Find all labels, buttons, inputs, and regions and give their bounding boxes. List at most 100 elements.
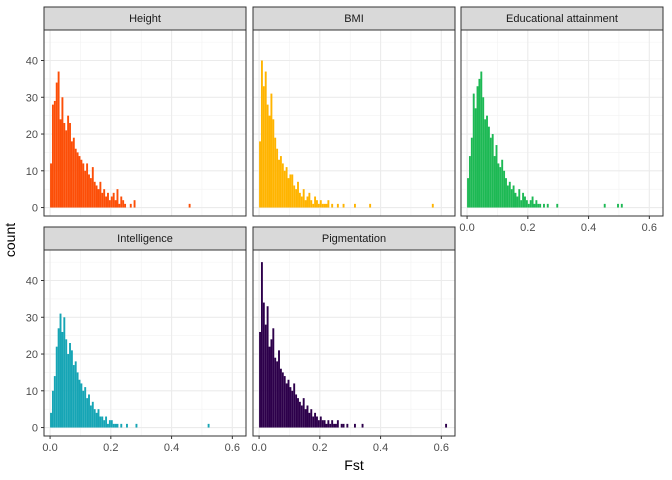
- histogram-bar: [361, 423, 364, 428]
- histogram-bar: [188, 203, 191, 208]
- histogram-bar: [65, 130, 68, 208]
- histogram-bar: [129, 203, 132, 208]
- x-tick-label: 0.6: [434, 442, 449, 454]
- histogram-bar: [336, 420, 339, 428]
- histogram-bar: [510, 189, 513, 208]
- histogram-bar: [80, 159, 83, 208]
- histogram-bar: [620, 203, 623, 208]
- histogram-bar: [472, 93, 475, 208]
- histogram-bar: [278, 350, 280, 428]
- histogram-bar: [520, 200, 523, 208]
- x-tick-label: 0.2: [520, 222, 535, 234]
- x-tick-label: 0.4: [373, 442, 388, 454]
- histogram-bar: [82, 390, 85, 428]
- histogram-bar: [317, 420, 320, 428]
- histogram-bar: [51, 104, 54, 208]
- histogram-bar: [535, 200, 538, 208]
- histogram-bar: [107, 423, 109, 428]
- x-tick-label: 0.0: [251, 442, 266, 454]
- histogram-bar: [304, 200, 307, 208]
- histogram-bar: [57, 328, 60, 428]
- histogram-bar: [287, 178, 290, 208]
- histogram-bar: [135, 423, 138, 428]
- histogram-bar: [512, 185, 515, 208]
- histogram-bar: [95, 412, 98, 428]
- histogram-bar: [327, 200, 330, 208]
- facet-panel: Educational attainment 0.0 0.2 0.4 0.6: [459, 6, 664, 234]
- histogram-bar: [93, 181, 96, 208]
- facet-strip-label: BMI: [344, 13, 364, 25]
- histogram-bar: [61, 97, 64, 208]
- histogram-bar: [112, 423, 115, 428]
- x-tick-label: 0.0: [42, 442, 57, 454]
- histogram-bar: [97, 409, 100, 428]
- histogram-bar: [333, 423, 336, 428]
- histogram-bar: [518, 189, 521, 208]
- histogram-bar: [514, 192, 517, 208]
- histogram-bar: [86, 163, 89, 208]
- histogram-bar: [126, 423, 128, 428]
- histogram-bar: [603, 203, 606, 208]
- histogram-bar: [302, 398, 305, 428]
- histogram-bar: [289, 387, 292, 428]
- histogram-bar: [107, 192, 109, 208]
- histogram-bar: [342, 203, 345, 208]
- histogram-bar: [308, 192, 311, 208]
- histogram-bar: [354, 203, 356, 208]
- histogram-bar: [497, 163, 500, 208]
- x-tick-label: 0.2: [103, 442, 118, 454]
- histogram-bar: [89, 405, 92, 428]
- histogram-bar: [527, 203, 530, 208]
- histogram-bar: [617, 203, 619, 208]
- histogram-bar: [291, 390, 294, 428]
- histogram-bar: [319, 200, 322, 208]
- facet-strip-label: Pigmentation: [322, 233, 386, 245]
- y-tick-label: 30: [26, 312, 38, 324]
- histogram-bar: [276, 148, 279, 208]
- y-tick-label: 40: [26, 276, 38, 288]
- histogram-bar: [274, 357, 277, 428]
- x-tick-label: 0.6: [225, 442, 240, 454]
- histogram-bar: [59, 119, 62, 208]
- histogram-bar: [283, 376, 286, 428]
- histogram-bar: [295, 394, 298, 428]
- histogram-bar: [262, 86, 265, 208]
- histogram-bar: [55, 82, 58, 208]
- histogram-bar: [300, 405, 303, 428]
- histogram-bar: [120, 196, 123, 208]
- histogram-bar: [480, 71, 483, 208]
- histogram-bar: [124, 203, 127, 208]
- histogram-bar: [323, 203, 326, 208]
- histogram-bar: [260, 60, 263, 208]
- histogram-bar: [308, 412, 311, 428]
- histogram-bar: [118, 203, 121, 208]
- histogram-bar: [76, 372, 79, 428]
- histogram-bar: [110, 196, 113, 208]
- histogram-bar: [279, 156, 282, 208]
- histogram-bar: [329, 423, 332, 428]
- histogram-bar: [259, 331, 261, 428]
- histogram-bar: [114, 200, 117, 208]
- histogram-bar: [80, 383, 83, 428]
- histogram-bar: [304, 409, 307, 428]
- histogram-bar: [287, 379, 290, 428]
- histogram-bar: [306, 405, 309, 428]
- histogram-bar: [57, 71, 60, 208]
- histogram-bar: [99, 181, 102, 208]
- histogram-bar: [300, 196, 303, 208]
- histogram-bar: [65, 339, 68, 428]
- histogram-bar: [270, 339, 273, 428]
- histogram-bar: [546, 203, 549, 208]
- histogram-bar: [335, 423, 337, 428]
- histogram-bar: [539, 203, 542, 208]
- histogram-bar: [310, 200, 313, 208]
- histogram-bar: [116, 189, 119, 208]
- histogram-bar: [122, 200, 125, 208]
- histogram-bar: [272, 119, 275, 208]
- histogram-bar: [264, 71, 267, 208]
- histogram-bar: [489, 137, 492, 208]
- histogram-bar: [529, 200, 532, 208]
- y-tick-label: 20: [26, 349, 38, 361]
- facet-strip-label: Height: [129, 13, 161, 25]
- histogram-bar: [61, 331, 64, 428]
